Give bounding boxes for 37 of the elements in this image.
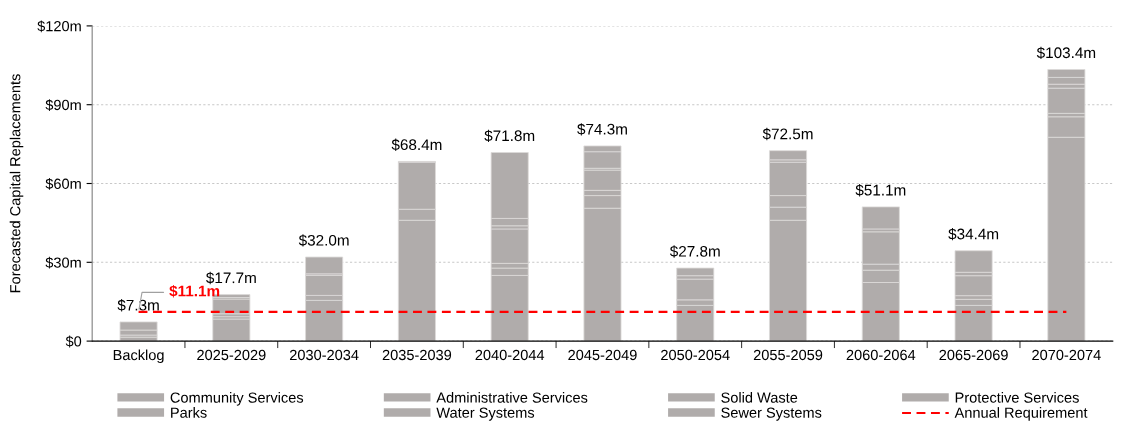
y-axis-title: Forecasted Capital Replacements (9, 74, 24, 293)
y-tick-label: $120m (37, 20, 81, 33)
total-label: $68.4m (391, 138, 442, 151)
legend-label: Sewer Systems (721, 407, 822, 421)
legend-label: Community Services (170, 392, 304, 406)
total-label: $34.4m (948, 227, 999, 241)
annotation: $11.1m (169, 284, 220, 298)
x-tick-label: 2070-2074 (1032, 349, 1101, 361)
total-label: $17.7m (206, 271, 256, 285)
legend-label: Water Systems (436, 407, 535, 421)
x-tick-label: 2065-2069 (939, 349, 1008, 361)
total-label: $32.0m (298, 234, 349, 247)
legend-label: Parks (171, 407, 207, 418)
legend-label: Solid Waste (721, 392, 798, 403)
y-tick-label: $0 (65, 335, 82, 348)
total-label: $27.8m (669, 245, 720, 258)
x-tick-label: 2025-2029 (197, 349, 266, 361)
total-label: $51.1m (855, 184, 906, 197)
y-tick-label: $90m (45, 99, 81, 111)
x-tick-label: 2060-2064 (846, 349, 916, 361)
total-label: $71.8m (484, 129, 535, 143)
x-tick-label: 2045-2049 (568, 349, 637, 361)
total-label: $7.3m (117, 299, 159, 312)
x-tick-label: 2030-2034 (289, 349, 359, 361)
y-tick-label: $60m (45, 177, 81, 190)
y-tick-label: $30m (45, 256, 81, 269)
x-tick-label: 2040-2044 (475, 349, 545, 361)
x-tick-label: 2050-2054 (661, 349, 730, 361)
legend-label: Annual Requirement (954, 407, 1088, 421)
x-tick-label: Backlog (113, 349, 164, 364)
legend-label: Protective Services (955, 392, 1079, 403)
total-label: $74.3m (577, 123, 627, 136)
x-tick-label: 2055-2059 (753, 349, 823, 361)
total-label: $103.4m (1036, 46, 1096, 60)
total-label: $72.5m (762, 127, 813, 141)
legend-label: Administrative Services (436, 392, 588, 403)
x-tick-label: 2035-2039 (382, 349, 452, 361)
